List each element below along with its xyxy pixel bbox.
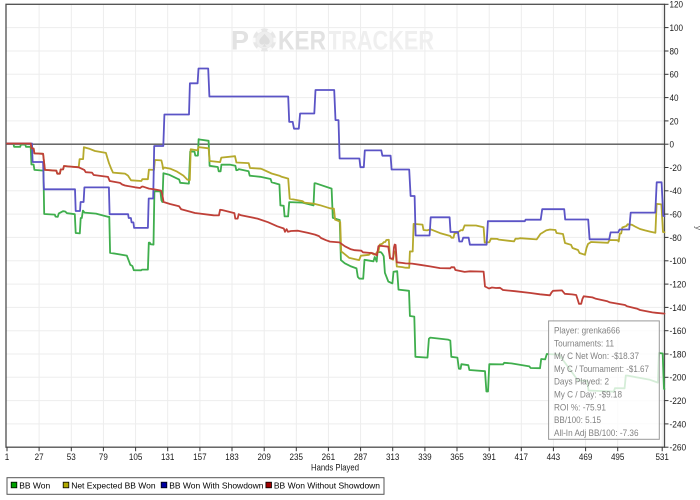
svg-text:-180: -180	[670, 349, 687, 359]
svg-text:-260: -260	[670, 443, 687, 453]
svg-text:Hands Played: Hands Played	[311, 463, 359, 473]
svg-text:0: 0	[670, 140, 675, 150]
svg-text:KER: KER	[278, 26, 326, 56]
svg-text:ROI %: -75.91: ROI %: -75.91	[554, 401, 606, 412]
svg-text:209: 209	[257, 452, 271, 462]
svg-text:313: 313	[386, 452, 400, 462]
svg-text:-20: -20	[670, 163, 682, 173]
svg-text:417: 417	[515, 452, 529, 462]
svg-text:183: 183	[225, 452, 239, 462]
svg-text:60: 60	[670, 70, 679, 80]
svg-text:-40: -40	[670, 186, 682, 196]
svg-text:235: 235	[290, 452, 304, 462]
svg-text:All-In Adj BB/100: -7.36: All-In Adj BB/100: -7.36	[554, 427, 639, 438]
svg-text:40: 40	[670, 93, 679, 103]
svg-text:P: P	[231, 26, 249, 56]
svg-text:80: 80	[670, 46, 679, 56]
svg-text:TRACKER: TRACKER	[328, 26, 434, 56]
svg-text:469: 469	[579, 452, 593, 462]
svg-text:-100: -100	[670, 256, 687, 266]
svg-text:105: 105	[129, 452, 143, 462]
svg-text:-240: -240	[670, 419, 687, 429]
svg-text:-120: -120	[670, 280, 687, 290]
svg-text:100: 100	[670, 23, 684, 33]
svg-text:-160: -160	[670, 326, 687, 336]
svg-text:495: 495	[611, 452, 625, 462]
svg-text:-140: -140	[670, 303, 687, 313]
svg-text:1: 1	[5, 452, 10, 462]
svg-text:391: 391	[482, 452, 496, 462]
svg-text:79: 79	[99, 452, 108, 462]
svg-text:20: 20	[670, 116, 679, 126]
svg-text:339: 339	[418, 452, 432, 462]
svg-text:Tournaments: 11: Tournaments: 11	[554, 337, 614, 348]
svg-text:443: 443	[547, 452, 561, 462]
svg-text:My C Net Won: -$18.37: My C Net Won: -$18.37	[554, 350, 639, 361]
svg-text:Player: grenka666: Player: grenka666	[554, 325, 620, 336]
svg-text:BB Won: BB Won	[19, 481, 50, 491]
svg-text:y: y	[694, 226, 700, 230]
svg-text:27: 27	[35, 452, 44, 462]
svg-text:-60: -60	[670, 210, 682, 220]
svg-text:131: 131	[161, 452, 175, 462]
svg-text:-200: -200	[670, 373, 687, 383]
svg-text:287: 287	[354, 452, 368, 462]
svg-text:53: 53	[67, 452, 76, 462]
svg-text:BB Won Without Showdown: BB Won Without Showdown	[274, 481, 380, 491]
svg-text:157: 157	[193, 452, 207, 462]
svg-text:Net Expected BB Won: Net Expected BB Won	[71, 481, 156, 491]
svg-text:BB Won With Showdown: BB Won With Showdown	[169, 481, 264, 491]
svg-text:My C / Day: -$9.18: My C / Day: -$9.18	[554, 389, 622, 400]
svg-text:Days Played: 2: Days Played: 2	[554, 376, 609, 387]
svg-text:531: 531	[655, 452, 669, 462]
svg-text:BB/100: 5.15: BB/100: 5.15	[554, 414, 601, 425]
svg-text:365: 365	[450, 452, 464, 462]
svg-text:-220: -220	[670, 396, 687, 406]
svg-text:120: 120	[670, 0, 684, 10]
svg-text:261: 261	[322, 452, 336, 462]
svg-text:My C / Tournament: -$1.67: My C / Tournament: -$1.67	[554, 363, 649, 374]
svg-text:-80: -80	[670, 233, 682, 243]
